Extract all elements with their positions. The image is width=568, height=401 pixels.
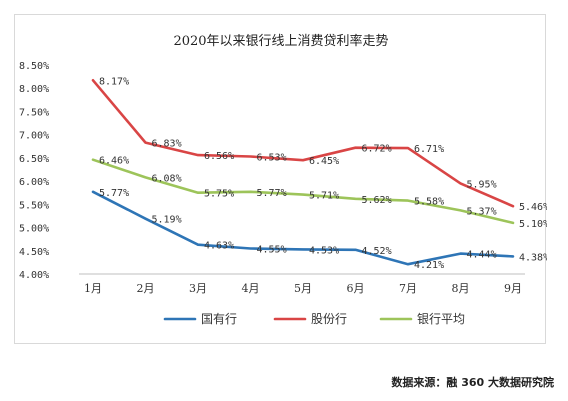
data-label: 5.19% [152,215,182,226]
data-label: 6.72% [362,144,392,155]
data-label: 6.45% [309,156,339,167]
y-tick-label: 8.50% [19,61,49,72]
series-line-3 [91,158,515,225]
data-label: 5.77% [257,188,287,199]
data-label: 5.10% [519,219,547,230]
data-label: 6.56% [204,151,234,162]
line-chart: 2020年以来银行线上消费贷利率走势 4.00% 4.50% 5.00% 5.50% 6.… [19,33,547,326]
y-tick-label: 5.00% [19,224,49,235]
data-label: 4.44% [467,250,497,261]
y-tick-label: 8.00% [19,84,49,95]
data-label: 4.63% [204,241,234,252]
chart-frame: 2020年以来银行线上消费贷利率走势 4.00% 4.50% 5.00% 5.50% 6.… [14,14,547,344]
y-tick-label: 4.00% [19,270,49,281]
data-label: 4.38% [519,252,547,263]
x-tick-label: 1月 [84,282,102,295]
data-label: 5.95% [467,179,497,190]
legend-label: 银行平均 [417,312,465,326]
data-source-note: 数据来源：融 360 大数据研究院 [391,376,554,389]
data-label: 4.21% [414,260,444,271]
y-tick-label: 6.50% [19,154,49,165]
data-label: 6.83% [152,139,182,150]
legend-label: 股份行 [311,312,347,326]
data-label: 5.46% [519,202,547,213]
y-tick-label: 5.50% [19,200,49,211]
data-label: 5.75% [204,189,234,200]
y-tick-label: 4.50% [19,247,49,258]
x-tick-label: 5月 [294,282,312,295]
x-tick-label: 8月 [452,282,470,295]
y-tick-label: 6.00% [19,177,49,188]
data-label: 4.53% [309,245,339,256]
y-tick-label: 7.50% [19,107,49,118]
data-label: 4.52% [362,246,392,257]
data-label: 6.53% [257,152,287,163]
data-label: 5.37% [467,206,497,217]
data-label: 5.77% [99,188,129,199]
y-tick-label: 7.00% [19,131,49,142]
x-tick-label: 3月 [189,282,207,295]
data-label: 4.55% [257,244,287,255]
x-tick-label: 4月 [242,282,260,295]
x-tick-label: 6月 [347,282,365,295]
data-label: 8.17% [99,76,129,87]
data-label: 5.62% [362,195,392,206]
data-label: 5.71% [309,191,339,202]
series-line-2 [91,79,515,208]
chart-title: 2020年以来银行线上消费贷利率走势 [173,33,388,49]
series-line-1 [91,190,515,266]
legend-label: 国有行 [201,312,237,326]
data-label: 6.08% [152,173,182,184]
data-label: 6.46% [99,156,129,167]
x-tick-label: 2月 [137,282,155,295]
x-tick-label: 9月 [504,282,522,295]
data-label: 6.71% [414,144,444,155]
x-tick-label: 7月 [399,282,417,295]
data-label: 5.58% [414,197,444,208]
